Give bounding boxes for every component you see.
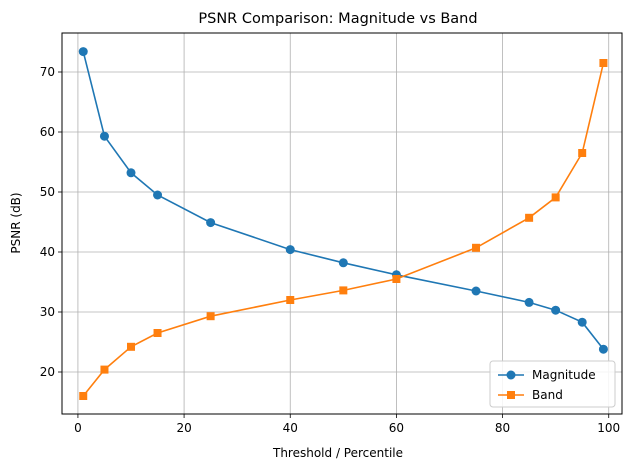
band-point <box>153 329 162 337</box>
magnitude-point <box>99 131 109 141</box>
legend: Magnitude Band <box>489 360 616 408</box>
y-tick-label: 50 <box>40 185 55 199</box>
magnitude-point <box>551 305 561 315</box>
legend-label: Magnitude <box>532 368 596 382</box>
magnitude-point <box>598 344 608 354</box>
series-band <box>79 59 608 400</box>
band-point <box>551 193 560 202</box>
x-tick-label: 0 <box>74 421 82 435</box>
magnitude-point <box>126 168 136 178</box>
band-point <box>392 275 401 283</box>
plot-frame <box>61 32 623 415</box>
x-axis-label: Threshold / Percentile <box>272 446 403 460</box>
x-tick-label: 40 <box>283 421 298 435</box>
y-tick-label: 40 <box>40 245 55 259</box>
series-magnitude <box>78 47 608 354</box>
chart-title: PSNR Comparison: Magnitude vs Band <box>198 11 477 27</box>
y-tick-label: 70 <box>40 65 55 79</box>
band-point <box>339 286 348 295</box>
legend-swatch-marker <box>506 370 516 380</box>
x-tick-label: 20 <box>176 421 191 435</box>
magnitude-point <box>153 190 163 200</box>
magnitude-point <box>577 317 587 327</box>
y-tick-label: 30 <box>40 305 55 319</box>
band-point <box>472 243 481 252</box>
band-point <box>127 342 136 351</box>
band-point <box>286 296 295 304</box>
legend-item-band: Band <box>498 388 563 402</box>
magnitude-point <box>78 47 88 57</box>
magnitude-point <box>471 286 481 296</box>
legend-swatch-marker <box>507 391 515 399</box>
magnitude-point <box>524 297 534 307</box>
y-tick-label: 20 <box>40 365 55 379</box>
magnitude-point <box>206 218 216 228</box>
ticks: 0 20 40 60 80 100 20 30 40 50 60 70 <box>40 65 620 435</box>
y-axis-label: PSNR (dB) <box>9 192 23 253</box>
band-point <box>525 213 534 222</box>
band-point <box>578 149 587 157</box>
band-point <box>599 59 608 67</box>
y-tick-label: 60 <box>40 125 55 139</box>
band-line <box>82 62 605 397</box>
legend-item-magnitude: Magnitude <box>498 368 596 382</box>
series-layer <box>78 47 608 400</box>
legend-label: Band <box>532 388 563 402</box>
band-point <box>79 392 88 400</box>
x-tick-label: 100 <box>597 421 620 435</box>
x-tick-label: 60 <box>389 421 404 435</box>
band-point <box>206 312 215 321</box>
magnitude-point <box>285 245 295 255</box>
band-point <box>100 365 109 374</box>
x-tick-label: 80 <box>495 421 510 435</box>
grid <box>62 33 622 414</box>
magnitude-point <box>338 258 348 268</box>
